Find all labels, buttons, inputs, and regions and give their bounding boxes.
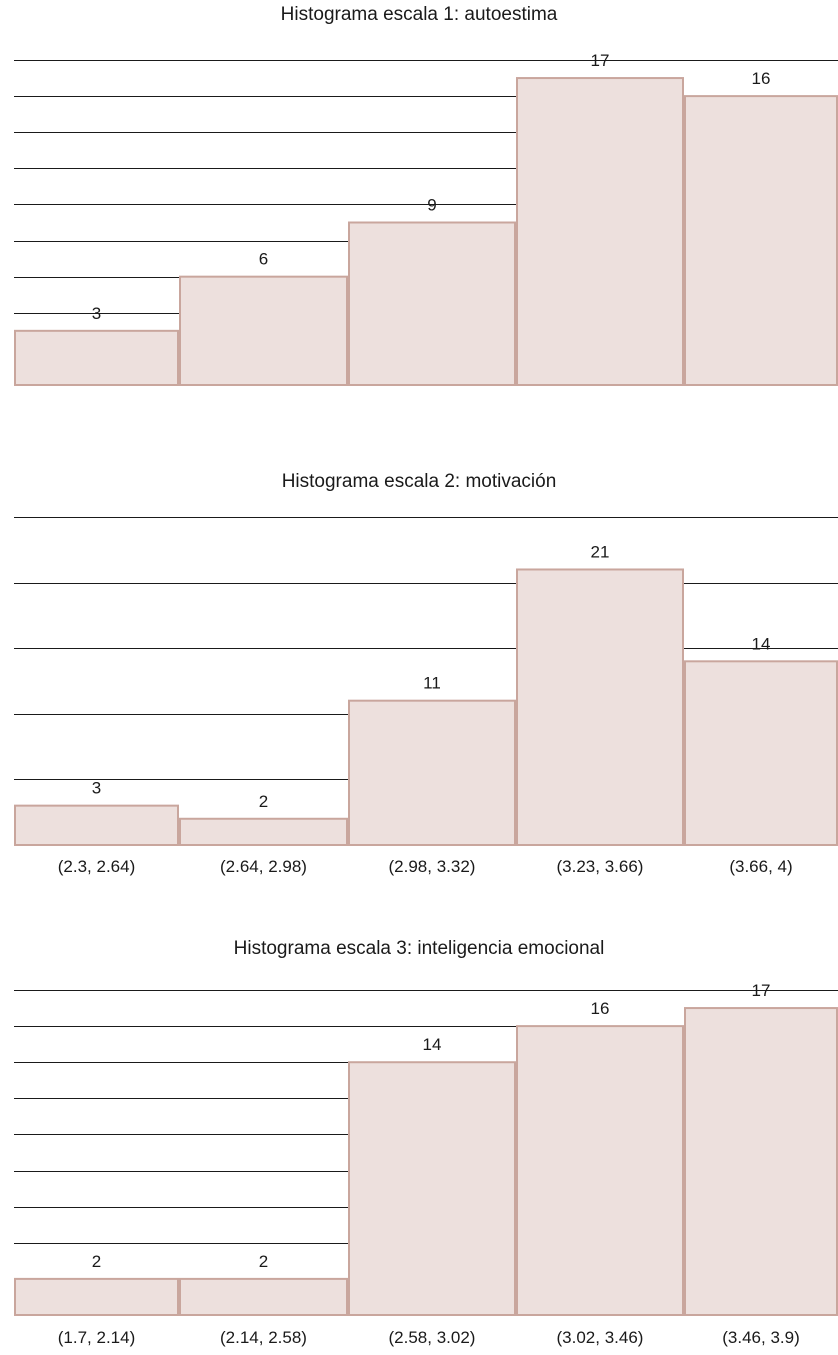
histogram-bar xyxy=(684,660,838,846)
bar-value-label: 14 xyxy=(423,1035,442,1054)
chart-plot: 2 (1.7, 2.14) 2 (2.14, 2.58) 14 (2.58, 3.02) 1… xyxy=(14,981,838,1347)
bar-value-label: 3 xyxy=(92,304,101,323)
bar-value-label: 3 xyxy=(92,779,101,798)
chart-plot: 3 (2.7, 2.96) 6 (2.96, 3.22) 9 (3.22, 3.48) 17… xyxy=(14,51,838,400)
histogram-bar xyxy=(179,817,348,847)
histogram-bar xyxy=(14,804,179,847)
histogram-motivacion: Histograma escala 2: motivación 3 (2.3, 2… xyxy=(0,465,838,885)
x-tick-label: (3.48, 3.74) xyxy=(557,397,644,400)
histogram-bar xyxy=(516,568,684,846)
x-tick-label: (2.3, 2.64) xyxy=(58,857,136,876)
histogram-bar xyxy=(179,275,348,386)
bar-value-label: 17 xyxy=(591,51,610,70)
bar-value-label: 11 xyxy=(423,674,441,693)
histogram-bar xyxy=(179,1277,348,1316)
bar-value-label: 2 xyxy=(92,1252,101,1271)
x-tick-label: (3.23, 3.66) xyxy=(557,857,644,876)
x-tick-label: (3.02, 3.46) xyxy=(557,1328,644,1347)
bar-value-label: 9 xyxy=(427,196,436,215)
bar-value-label: 16 xyxy=(591,999,610,1018)
x-tick-label: (2.98, 3.32) xyxy=(389,857,476,876)
x-tick-label: (2.96, 3.22) xyxy=(220,397,307,400)
bar-value-label: 6 xyxy=(259,250,268,269)
bar-value-label: 16 xyxy=(752,69,771,88)
histogram-bar xyxy=(348,221,516,386)
chart-title: Histograma escala 3: inteligencia emocio… xyxy=(233,938,605,959)
histogram-inteligencia-emocional: Histograma escala 3: inteligencia emocio… xyxy=(0,930,838,1355)
x-tick-label: (3.74, 4) xyxy=(729,397,792,400)
x-tick-label: (3.46, 3.9) xyxy=(722,1328,800,1347)
x-tick-label: (2.58, 3.02) xyxy=(389,1328,476,1347)
bar-value-label: 21 xyxy=(591,542,610,561)
x-tick-label: (2.64, 2.98) xyxy=(220,857,307,876)
histogram-bar xyxy=(348,1061,516,1316)
histogram-bar xyxy=(516,1025,684,1316)
chart-title: Histograma escala 2: motivación xyxy=(281,471,557,492)
x-tick-label: (1.7, 2.14) xyxy=(58,1328,136,1347)
histogram-bar xyxy=(684,1007,838,1317)
x-tick-label: (2.7, 2.96) xyxy=(58,397,136,400)
bar-value-label: 17 xyxy=(752,981,771,1000)
histogram-bar xyxy=(348,699,516,846)
bar-value-label: 2 xyxy=(259,792,268,811)
chart-plot: 3 (2.3, 2.64) 2 (2.64, 2.98) 11 (2.98, 3.32) 2… xyxy=(14,517,838,876)
chart-title: Histograma escala 1: autoestima xyxy=(280,4,558,25)
x-tick-label: (2.14, 2.58) xyxy=(220,1328,307,1347)
x-tick-label: (3.66, 4) xyxy=(729,857,792,876)
histogram-bar xyxy=(684,95,838,386)
histogram-autoestima: Histograma escala 1: autoestima 3 (2.7, 2… xyxy=(0,0,838,400)
x-tick-label: (3.22, 3.48) xyxy=(389,397,476,400)
bar-value-label: 2 xyxy=(259,1252,268,1271)
histogram-bar xyxy=(14,329,179,387)
histogram-bar xyxy=(516,77,684,387)
bar-value-label: 14 xyxy=(752,634,771,653)
histogram-bar xyxy=(14,1277,179,1316)
